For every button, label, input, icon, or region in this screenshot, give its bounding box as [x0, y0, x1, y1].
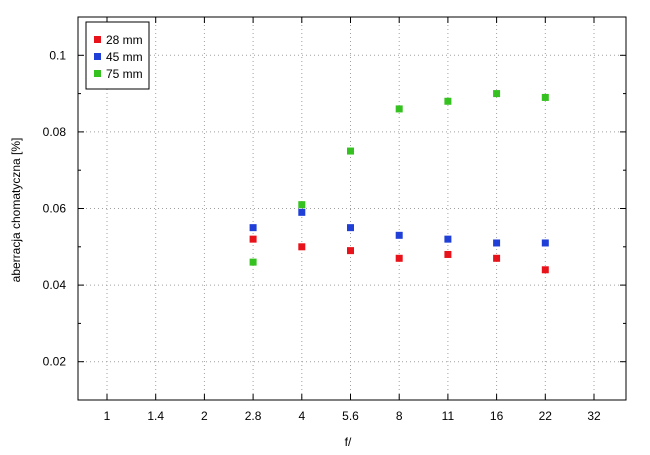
x-tick-label: 4 [298, 409, 305, 423]
data-point [444, 235, 452, 243]
y-tick-label: 0.1 [49, 48, 66, 62]
data-point [249, 258, 257, 266]
data-point [395, 254, 403, 262]
legend: 28 mm 45 mm 75 mm [85, 21, 150, 90]
data-point [298, 208, 306, 216]
legend-swatch [94, 36, 101, 43]
legend-label: 45 mm [106, 50, 143, 64]
data-point [493, 90, 501, 98]
data-point [493, 239, 501, 247]
data-point [347, 224, 354, 232]
axis-ticks [78, 17, 626, 400]
y-tick-label: 0.06 [43, 202, 67, 216]
series-45-mm [249, 208, 549, 247]
data-point [541, 239, 549, 247]
x-tick-label: 1 [104, 409, 111, 423]
data-point [541, 93, 549, 101]
x-tick-label: 1.4 [147, 409, 164, 423]
data-point [444, 97, 452, 105]
data-point [493, 254, 501, 262]
legend-label: 28 mm [106, 33, 143, 47]
data-point [395, 231, 403, 239]
plot-frame [77, 16, 627, 401]
data-point [249, 235, 257, 243]
x-tick-label: 2 [201, 409, 208, 423]
data-points [249, 90, 549, 274]
series-28-mm [249, 235, 549, 274]
y-tick-label: 0.02 [43, 355, 67, 369]
legend-swatch [94, 70, 101, 77]
y-tick-label: 0.04 [43, 278, 67, 292]
grid-lines [78, 17, 626, 400]
x-tick-label: 8 [396, 409, 403, 423]
x-tick-label: 32 [587, 409, 601, 423]
x-tick-label: 2.8 [245, 409, 262, 423]
data-point [395, 105, 403, 113]
data-point [298, 243, 306, 251]
x-tick-label: 11 [442, 409, 455, 423]
data-point [347, 147, 354, 155]
x-tick-label: 22 [539, 409, 553, 423]
legend-label: 75 mm [106, 67, 143, 81]
y-tick-label: 0.08 [43, 125, 67, 139]
data-point [541, 266, 549, 274]
series-75-mm [249, 90, 549, 266]
x-axis-tick-labels: 1 1.4 2 2.8 4 5.6 8 11 16 22 32 [104, 409, 601, 423]
data-point [347, 247, 354, 255]
data-point [249, 224, 257, 232]
y-axis-title: aberracja chomatyczna [%] [9, 138, 23, 283]
data-point [298, 201, 306, 209]
x-tick-label: 5.6 [342, 409, 359, 423]
data-point [444, 250, 452, 258]
x-axis-title: f/ [345, 435, 352, 449]
y-axis-tick-labels: 0.02 0.04 0.06 0.08 0.1 [43, 48, 67, 368]
x-tick-label: 16 [490, 409, 504, 423]
legend-swatch [94, 53, 101, 60]
